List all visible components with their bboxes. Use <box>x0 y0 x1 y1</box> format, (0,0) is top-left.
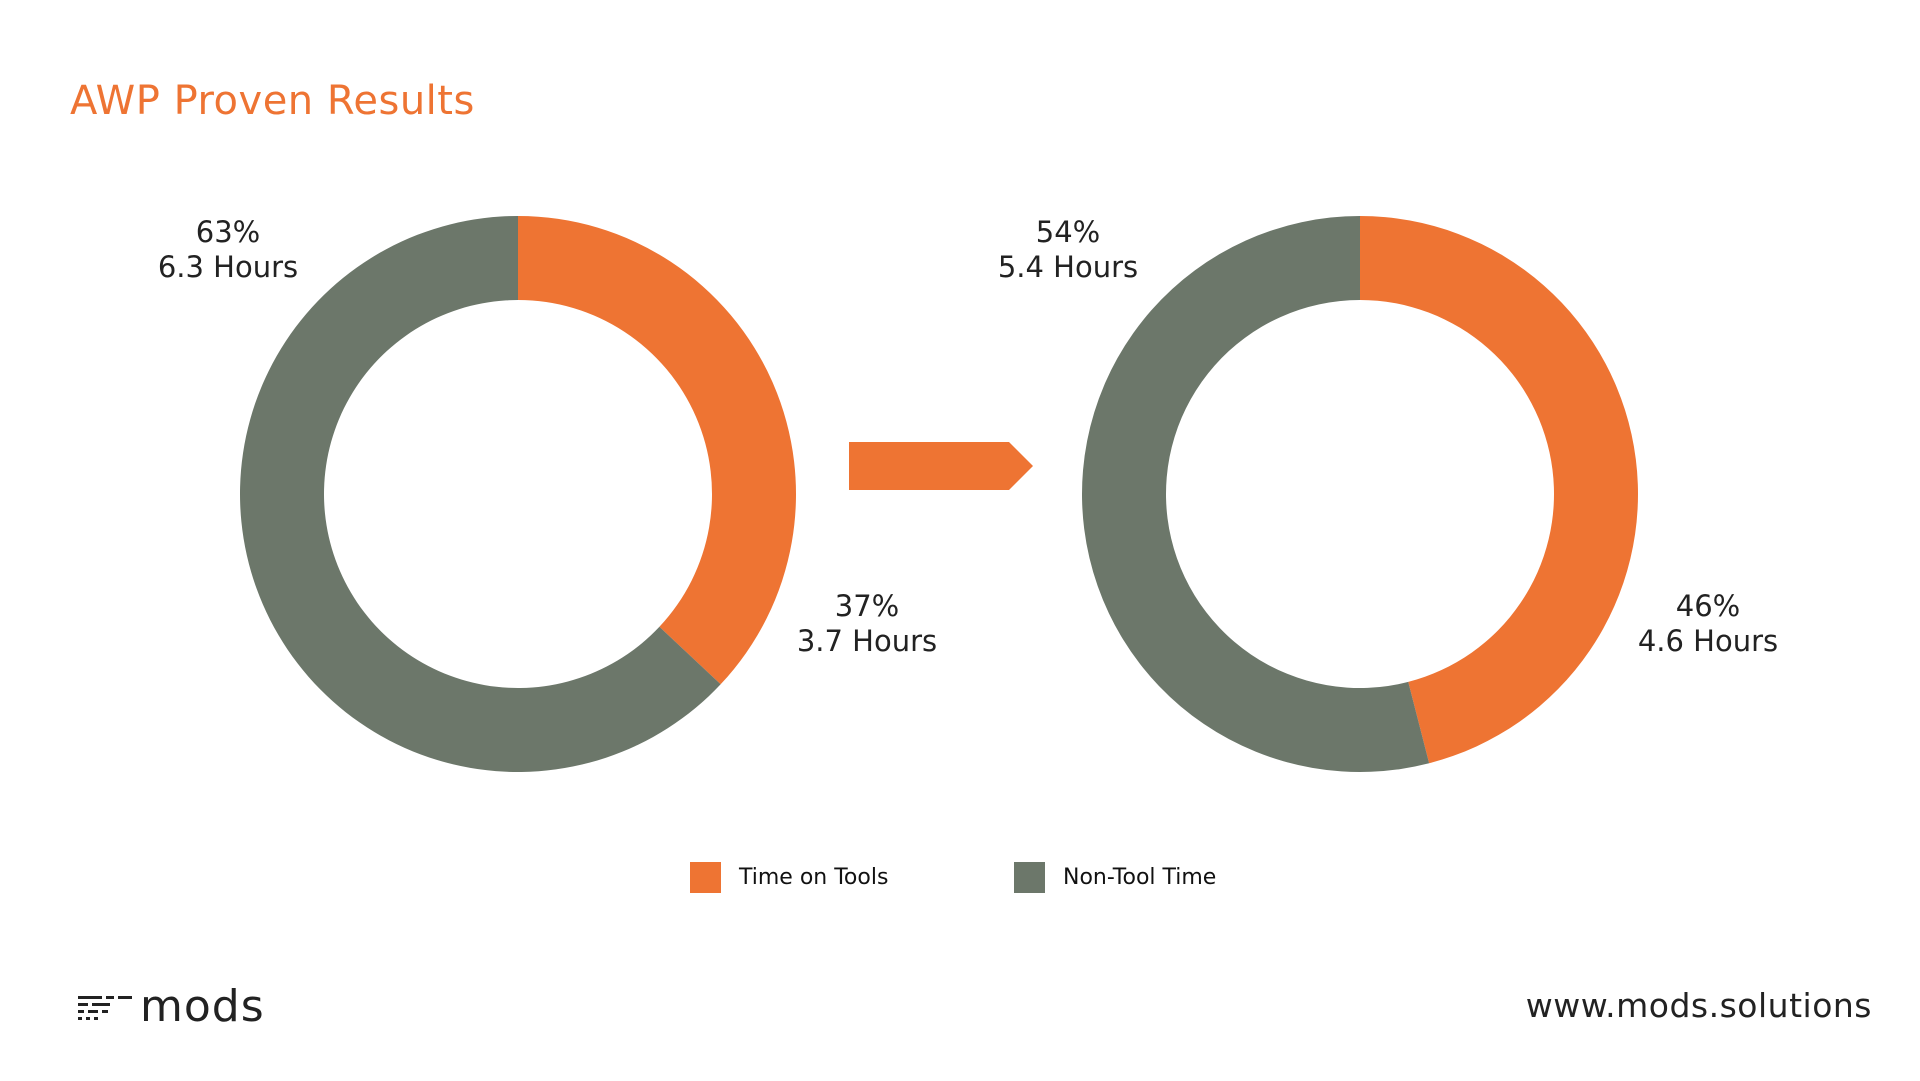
legend: Time on Tools Non-Tool Time <box>0 862 1920 902</box>
legend-item-nontool: Non-Tool Time <box>1014 862 1216 893</box>
page-title: AWP Proven Results <box>70 78 475 124</box>
donut-slice-tools <box>1360 216 1638 764</box>
slice-label-tools-percent: 46% <box>1676 589 1740 623</box>
slice-label-tools-percent: 37% <box>835 589 899 623</box>
donut-slice-tools <box>518 216 796 685</box>
website-url: www.mods.solutions <box>1525 986 1872 1025</box>
slice-label-nontool-hours: 6.3 Hours <box>158 250 298 284</box>
slice-label-nontool-percent: 54% <box>1036 215 1100 249</box>
legend-swatch-nontool <box>1014 862 1045 893</box>
slice-label-nontool-hours: 5.4 Hours <box>998 250 1138 284</box>
speed-lines-icon <box>78 996 132 1020</box>
legend-swatch-tools <box>690 862 721 893</box>
slice-label-tools-hours: 3.7 Hours <box>797 624 937 658</box>
slice-label-tools-hours: 4.6 Hours <box>1638 624 1778 658</box>
donut-slice-nontool <box>1082 216 1430 772</box>
arrow-right-icon <box>849 442 1033 490</box>
donut-chart-before <box>239 216 796 772</box>
donut-slice-nontool <box>239 216 721 772</box>
donut-chart-after <box>1082 216 1638 772</box>
company-logo: mods <box>78 985 265 1029</box>
legend-label: Non-Tool Time <box>1063 865 1217 890</box>
legend-item-tools: Time on Tools <box>690 862 888 893</box>
logo-wordmark: mods <box>140 981 265 1032</box>
slice-label-nontool-percent: 63% <box>196 215 260 249</box>
legend-label: Time on Tools <box>739 865 889 890</box>
